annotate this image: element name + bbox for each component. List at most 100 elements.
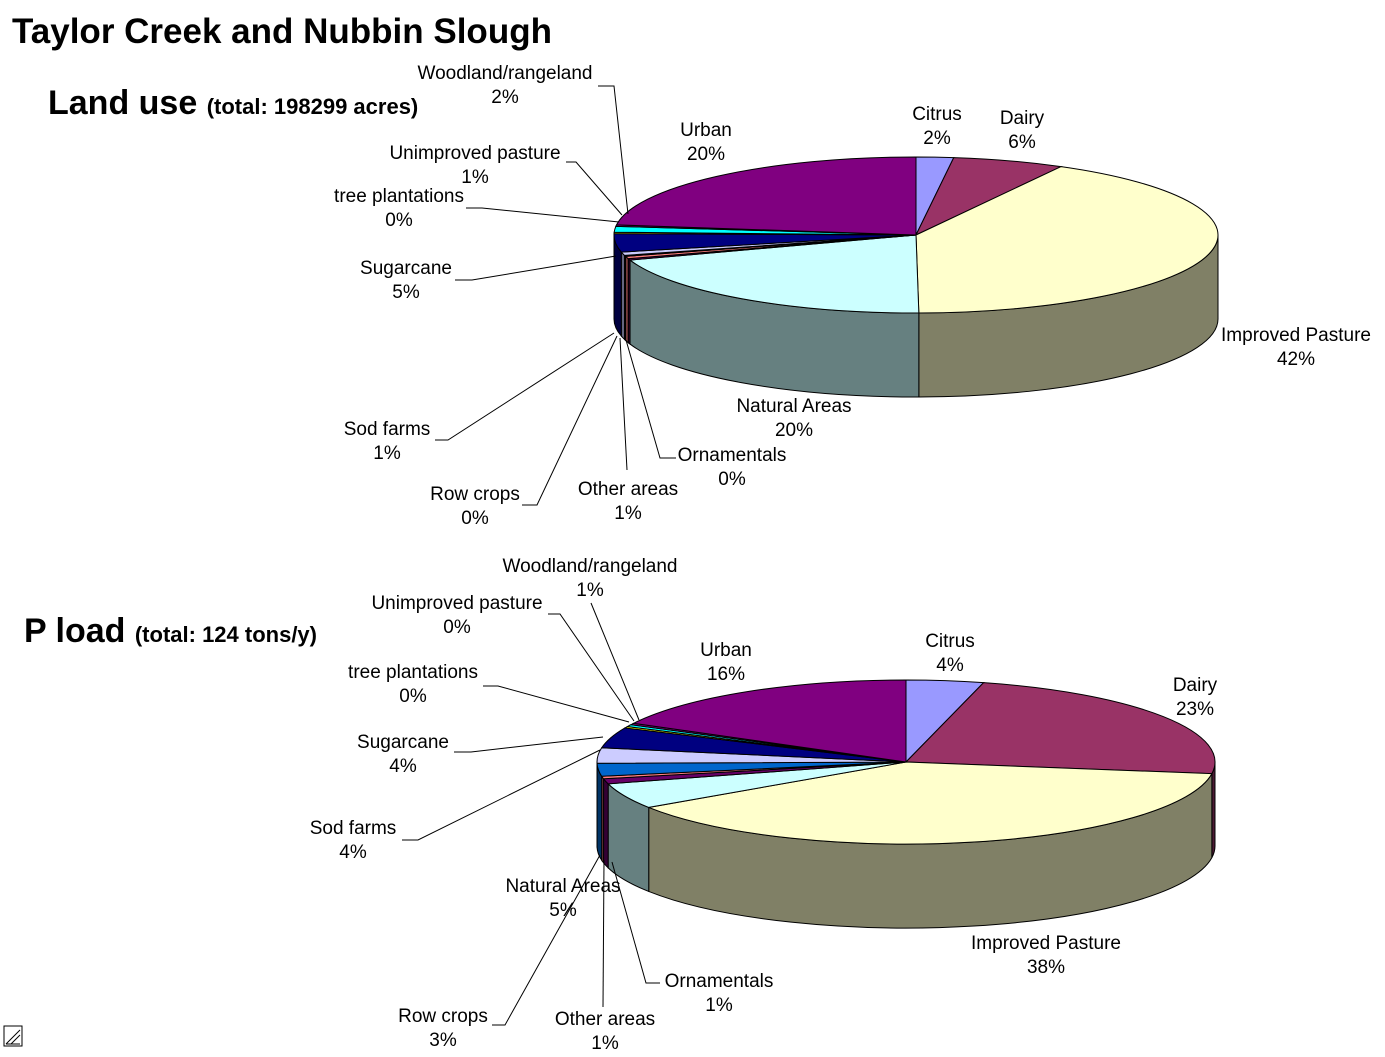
label-natural-areas: Natural Areas 5% bbox=[505, 875, 620, 923]
pie-sides bbox=[596, 761, 1216, 929]
label-tree-plantations: tree plantations 0% bbox=[334, 185, 464, 233]
label-dairy: Dairy 6% bbox=[1000, 107, 1044, 155]
slice-improved-pasture bbox=[915, 166, 1219, 314]
leader-other-areas bbox=[619, 337, 628, 471]
side-row-crops bbox=[596, 763, 603, 862]
label-name: Sod farms bbox=[343, 419, 431, 440]
label-name: Sugarcane bbox=[357, 732, 449, 753]
slice-improved-pasture bbox=[646, 761, 1213, 845]
leader-row-crops bbox=[492, 854, 601, 1026]
leader-ornamentals bbox=[625, 339, 676, 459]
label-value: 1% bbox=[614, 503, 642, 524]
label-value: 2% bbox=[923, 128, 951, 149]
label-unimproved-pasture: Unimproved pasture 1% bbox=[389, 142, 560, 190]
leader-ornamentals bbox=[611, 861, 660, 984]
label-value: 0% bbox=[443, 617, 471, 638]
label-name: Urban bbox=[700, 640, 752, 661]
label-value: 1% bbox=[576, 580, 604, 601]
label-value: 0% bbox=[385, 210, 413, 231]
label-name: tree plantations bbox=[334, 186, 464, 207]
label-value: 2% bbox=[491, 87, 519, 108]
label-value: 0% bbox=[461, 508, 489, 529]
label-value: 6% bbox=[1008, 132, 1036, 153]
label-unimproved-pasture: Unimproved pasture 0% bbox=[371, 592, 542, 640]
chart-2-title-text: P load bbox=[24, 612, 126, 650]
leader-unimproved-pasture bbox=[566, 161, 623, 216]
label-name: Dairy bbox=[999, 108, 1045, 129]
slice-urban bbox=[631, 679, 907, 763]
label-sod-farms: Sod farms 1% bbox=[344, 418, 431, 466]
leader-tree-plantations bbox=[483, 685, 630, 723]
label-value: 38% bbox=[1026, 957, 1066, 978]
leader-woodland-rangeland bbox=[590, 602, 640, 721]
label-name: Improved Pasture bbox=[1221, 325, 1371, 346]
chart-2-title: P load (total: 124 tons/y) bbox=[24, 612, 317, 651]
label-name: Citrus bbox=[912, 104, 962, 125]
label-value: 20% bbox=[686, 144, 726, 165]
label-value: 1% bbox=[373, 443, 401, 464]
label-value: 1% bbox=[705, 995, 733, 1016]
leader-row-crops bbox=[522, 335, 618, 506]
label-sugarcane: Sugarcane 5% bbox=[360, 257, 452, 305]
leader-tree-plantations bbox=[466, 207, 620, 223]
label-value: 16% bbox=[706, 664, 746, 685]
leader-sod-farms bbox=[435, 332, 615, 441]
slice-urban bbox=[615, 156, 917, 236]
label-sugarcane: Sugarcane 4% bbox=[357, 731, 449, 779]
page-title: Taylor Creek and Nubbin Slough bbox=[12, 12, 552, 51]
pie-chart-2 bbox=[402, 602, 1216, 1026]
label-value: 4% bbox=[339, 842, 367, 863]
label-name: Unimproved pasture bbox=[371, 593, 543, 614]
label-woodland-rangeland: Woodland/rangeland 2% bbox=[417, 62, 592, 110]
label-urban: Urban 20% bbox=[680, 119, 732, 167]
label-name: Other areas bbox=[554, 1009, 656, 1030]
label-row-crops: Row crops 3% bbox=[398, 1005, 488, 1053]
leader-woodland-rangeland bbox=[598, 85, 629, 215]
label-name: Citrus bbox=[925, 631, 975, 652]
label-name: Natural Areas bbox=[736, 396, 852, 417]
label-name: Improved Pasture bbox=[971, 933, 1121, 954]
chart-1-subtitle: (total: 198299 acres) bbox=[206, 94, 419, 119]
label-value: 5% bbox=[392, 282, 420, 303]
label-improved-pasture: Improved Pasture 42% bbox=[1221, 324, 1371, 372]
label-natural-areas: Natural Areas 20% bbox=[736, 395, 851, 443]
label-value: 0% bbox=[399, 686, 427, 707]
label-dairy: Dairy 23% bbox=[1173, 674, 1217, 722]
label-value: 4% bbox=[389, 756, 417, 777]
label-tree-plantations: tree plantations 0% bbox=[348, 661, 478, 709]
label-value: 42% bbox=[1276, 349, 1316, 370]
label-urban: Urban 16% bbox=[700, 639, 752, 687]
leader-sugarcane bbox=[455, 255, 617, 281]
label-name: Row crops bbox=[430, 484, 520, 505]
leader-unimproved-pasture bbox=[548, 613, 635, 722]
label-value: 4% bbox=[936, 655, 964, 676]
label-name: Sugarcane bbox=[360, 258, 452, 279]
label-name: Unimproved pasture bbox=[389, 143, 561, 164]
leader-other-areas bbox=[602, 859, 605, 1008]
pie-slices bbox=[613, 156, 1219, 314]
label-name: Urban bbox=[680, 120, 732, 141]
label-value: 1% bbox=[591, 1033, 619, 1054]
label-value: 23% bbox=[1175, 699, 1215, 720]
label-row-crops: Row crops 0% bbox=[430, 483, 520, 531]
slice-dairy bbox=[904, 682, 1216, 775]
label-citrus: Citrus 4% bbox=[925, 630, 975, 678]
label-other-areas: Other areas 1% bbox=[555, 1008, 655, 1056]
label-value: 5% bbox=[549, 900, 577, 921]
label-name: Woodland/rangeland bbox=[502, 556, 678, 577]
slice-natural-areas bbox=[628, 234, 920, 314]
label-name: Row crops bbox=[398, 1006, 488, 1027]
label-name: Other areas bbox=[577, 479, 679, 500]
label-name: Sod farms bbox=[309, 818, 397, 839]
leader-sod-farms bbox=[402, 749, 601, 841]
chart-2-subtitle: (total: 124 tons/y) bbox=[134, 622, 317, 647]
label-ornamentals: Ornamentals 0% bbox=[678, 444, 787, 492]
label-ornamentals: Ornamentals 1% bbox=[665, 970, 774, 1018]
pie-sides bbox=[613, 234, 1219, 398]
label-value: 3% bbox=[429, 1030, 457, 1051]
label-citrus: Citrus 2% bbox=[912, 103, 962, 151]
label-value: 20% bbox=[774, 420, 814, 441]
chart-1-title: Land use (total: 198299 acres) bbox=[48, 84, 418, 123]
label-name: Woodland/rangeland bbox=[417, 63, 593, 84]
